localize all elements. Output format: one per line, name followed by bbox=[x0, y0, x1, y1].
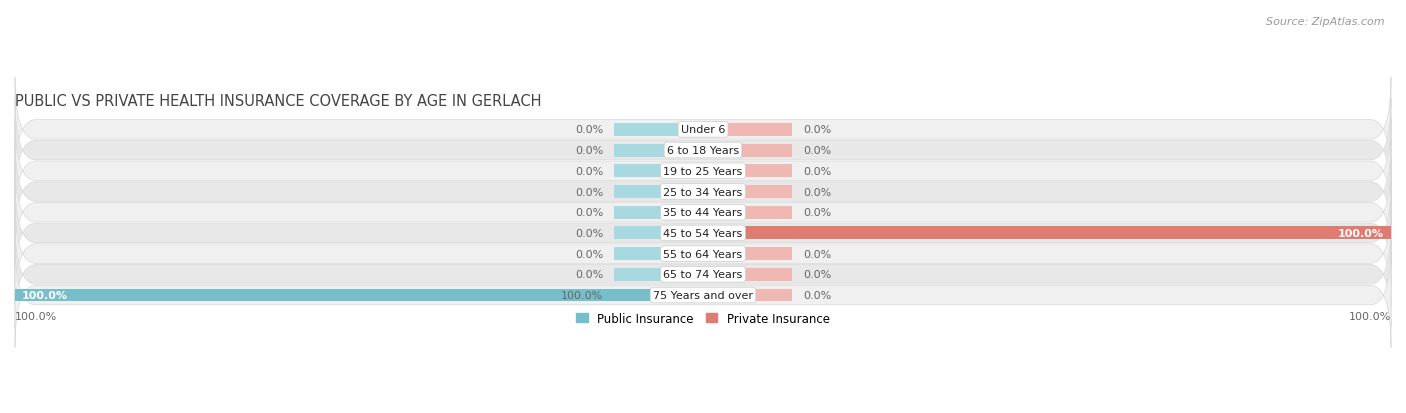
Text: 35 to 44 Years: 35 to 44 Years bbox=[664, 208, 742, 218]
Bar bbox=[613, 144, 703, 157]
Bar bbox=[613, 289, 703, 302]
Text: 6 to 18 Years: 6 to 18 Years bbox=[666, 146, 740, 156]
Text: 0.0%: 0.0% bbox=[803, 187, 831, 197]
Bar bbox=[703, 165, 793, 178]
Text: 100.0%: 100.0% bbox=[1348, 311, 1391, 321]
Text: 0.0%: 0.0% bbox=[803, 249, 831, 259]
Text: 0.0%: 0.0% bbox=[575, 187, 603, 197]
Bar bbox=[703, 268, 793, 281]
FancyBboxPatch shape bbox=[15, 202, 1391, 306]
Text: 0.0%: 0.0% bbox=[803, 270, 831, 280]
Bar bbox=[703, 227, 1391, 240]
Bar bbox=[703, 227, 793, 240]
Text: Under 6: Under 6 bbox=[681, 125, 725, 135]
Text: 0.0%: 0.0% bbox=[575, 270, 603, 280]
Text: 75 Years and over: 75 Years and over bbox=[652, 290, 754, 300]
Bar bbox=[703, 144, 793, 157]
Text: 55 to 64 Years: 55 to 64 Years bbox=[664, 249, 742, 259]
Bar bbox=[703, 185, 793, 198]
Text: 0.0%: 0.0% bbox=[575, 249, 603, 259]
Bar bbox=[613, 268, 703, 281]
Text: 100.0%: 100.0% bbox=[22, 290, 67, 300]
Text: 0.0%: 0.0% bbox=[803, 290, 831, 300]
Bar bbox=[613, 123, 703, 136]
Bar bbox=[613, 248, 703, 261]
Text: 19 to 25 Years: 19 to 25 Years bbox=[664, 166, 742, 176]
FancyBboxPatch shape bbox=[15, 78, 1391, 182]
Text: 100.0%: 100.0% bbox=[1339, 228, 1384, 238]
Legend: Public Insurance, Private Insurance: Public Insurance, Private Insurance bbox=[571, 307, 835, 330]
Bar bbox=[15, 289, 703, 302]
FancyBboxPatch shape bbox=[15, 160, 1391, 265]
Bar bbox=[703, 206, 793, 219]
FancyBboxPatch shape bbox=[15, 223, 1391, 327]
Bar bbox=[613, 206, 703, 219]
Text: 45 to 54 Years: 45 to 54 Years bbox=[664, 228, 742, 238]
Text: 0.0%: 0.0% bbox=[575, 208, 603, 218]
Text: 0.0%: 0.0% bbox=[575, 146, 603, 156]
Bar bbox=[613, 185, 703, 198]
FancyBboxPatch shape bbox=[15, 140, 1391, 244]
Text: 0.0%: 0.0% bbox=[575, 228, 603, 238]
Bar bbox=[613, 227, 703, 240]
FancyBboxPatch shape bbox=[15, 98, 1391, 203]
Text: 0.0%: 0.0% bbox=[803, 166, 831, 176]
Text: 100.0%: 100.0% bbox=[15, 311, 58, 321]
Text: PUBLIC VS PRIVATE HEALTH INSURANCE COVERAGE BY AGE IN GERLACH: PUBLIC VS PRIVATE HEALTH INSURANCE COVER… bbox=[15, 93, 541, 108]
Text: 65 to 74 Years: 65 to 74 Years bbox=[664, 270, 742, 280]
Text: 0.0%: 0.0% bbox=[575, 166, 603, 176]
Text: 0.0%: 0.0% bbox=[803, 208, 831, 218]
Bar bbox=[703, 248, 793, 261]
FancyBboxPatch shape bbox=[15, 181, 1391, 286]
Text: Source: ZipAtlas.com: Source: ZipAtlas.com bbox=[1267, 17, 1385, 26]
Text: 0.0%: 0.0% bbox=[575, 125, 603, 135]
Text: 100.0%: 100.0% bbox=[561, 290, 603, 300]
FancyBboxPatch shape bbox=[15, 243, 1391, 348]
Text: 25 to 34 Years: 25 to 34 Years bbox=[664, 187, 742, 197]
Text: 0.0%: 0.0% bbox=[803, 125, 831, 135]
Text: 0.0%: 0.0% bbox=[803, 146, 831, 156]
Bar bbox=[703, 123, 793, 136]
Bar bbox=[613, 165, 703, 178]
FancyBboxPatch shape bbox=[15, 119, 1391, 224]
Bar bbox=[703, 289, 793, 302]
